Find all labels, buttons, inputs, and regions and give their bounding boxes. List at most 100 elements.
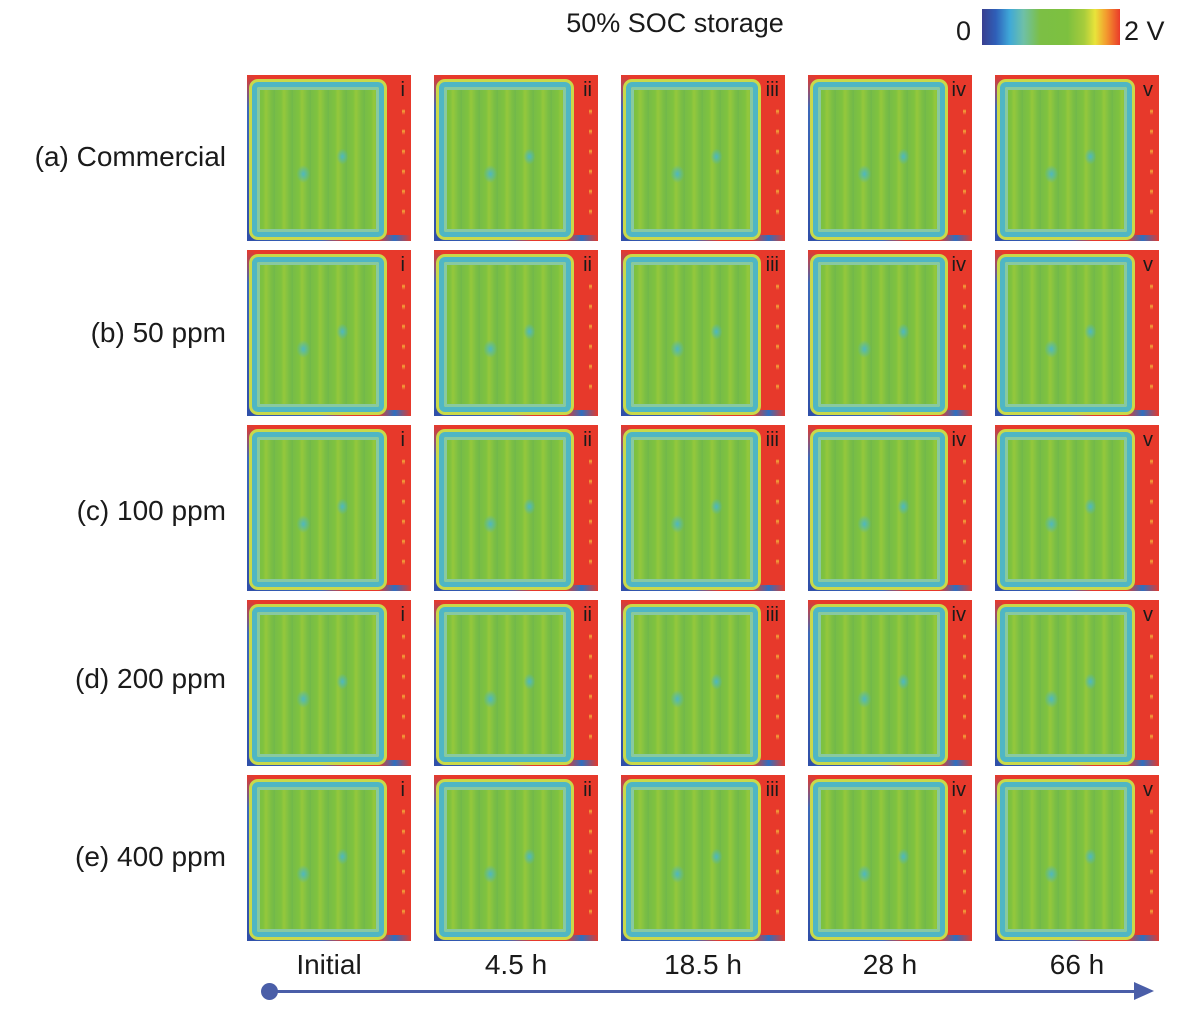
cell-voltage-map: [626, 607, 758, 762]
panel-edge: [808, 600, 815, 766]
voltage-map-panel: ii: [434, 250, 598, 416]
voltage-map-panel: v: [995, 600, 1159, 766]
panel-edge: [808, 585, 972, 591]
time-arrow-head: [1134, 982, 1154, 1000]
panel-specks: [1150, 95, 1153, 215]
voltage-map-panel: iv: [808, 775, 972, 941]
panel-specks: [963, 445, 966, 565]
colorbar-min-label: 0: [956, 16, 972, 46]
panel-edge: [808, 425, 815, 591]
panel-edge: [995, 425, 1002, 591]
panel-edge: [247, 585, 411, 591]
cell-voltage-map: [1000, 782, 1132, 937]
panel-edge: [995, 235, 1159, 241]
panel-edge: [621, 775, 628, 941]
row-label: (d) 200 ppm: [75, 663, 226, 694]
cell-voltage-map: [252, 257, 384, 412]
panel-edge: [808, 410, 972, 416]
panel-specks: [402, 445, 405, 565]
panel-edge: [808, 235, 972, 241]
panel-specks: [589, 270, 592, 390]
panel-edge: [621, 760, 785, 766]
cell-voltage-map: [1000, 432, 1132, 587]
cell-voltage-map: [439, 432, 571, 587]
panel-edge: [247, 600, 254, 766]
voltage-map-panel: v: [995, 75, 1159, 241]
voltage-map-panel: iii: [621, 75, 785, 241]
row-label: (e) 400 ppm: [75, 841, 226, 872]
voltage-map-panel: iii: [621, 775, 785, 941]
voltage-map-panel: v: [995, 250, 1159, 416]
time-arrow-line: [270, 990, 1138, 993]
panel-specks: [402, 95, 405, 215]
panel-marker: iii: [765, 79, 779, 101]
panel-marker: i: [400, 779, 405, 801]
panel-edge: [995, 410, 1159, 416]
panel-edge: [247, 410, 411, 416]
panel-marker: i: [400, 429, 405, 451]
voltage-map-panel: ii: [434, 425, 598, 591]
voltage-map-panel: i: [247, 425, 411, 591]
panel-marker: iv: [951, 429, 966, 451]
panel-marker: iii: [765, 254, 779, 276]
panel-edge: [995, 775, 1002, 941]
panel-specks: [402, 795, 405, 915]
panel-edge: [434, 600, 441, 766]
panel-edge: [621, 235, 785, 241]
panel-marker: ii: [583, 254, 592, 276]
panel-marker: ii: [583, 79, 592, 101]
cell-voltage-map: [252, 782, 384, 937]
cell-voltage-map: [813, 82, 945, 237]
panel-marker: iii: [765, 429, 779, 451]
panel-specks: [963, 270, 966, 390]
panel-edge: [995, 250, 1002, 416]
panel-specks: [776, 795, 779, 915]
cell-voltage-map: [1000, 82, 1132, 237]
panel-edge: [434, 425, 441, 591]
cell-voltage-map: [813, 782, 945, 937]
panel-marker: ii: [583, 604, 592, 626]
figure-title: 50% SOC storage: [566, 8, 784, 38]
colorbar-max-label: 2 V: [1124, 16, 1165, 46]
cell-voltage-map: [439, 82, 571, 237]
panel-specks: [589, 620, 592, 740]
panel-edge: [995, 935, 1159, 941]
time-label: 28 h: [862, 949, 918, 980]
panel-edge: [808, 760, 972, 766]
voltage-map-panel: v: [995, 775, 1159, 941]
panel-edge: [621, 410, 785, 416]
panel-marker: iii: [765, 604, 779, 626]
voltage-map-panel: iv: [808, 250, 972, 416]
panel-marker: iv: [951, 604, 966, 626]
row-label: (c) 100 ppm: [76, 495, 226, 526]
panel-specks: [589, 95, 592, 215]
panel-edge: [621, 75, 628, 241]
panel-edge: [434, 585, 598, 591]
voltage-map-panel: ii: [434, 75, 598, 241]
panel-specks: [1150, 795, 1153, 915]
panel-specks: [963, 795, 966, 915]
panel-marker: iv: [951, 254, 966, 276]
time-label: 66 h: [1049, 949, 1105, 980]
cell-voltage-map: [626, 257, 758, 412]
cell-voltage-map: [439, 257, 571, 412]
voltage-map-panel: iii: [621, 600, 785, 766]
panel-edge: [434, 775, 441, 941]
panel-edge: [247, 75, 254, 241]
panel-edge: [808, 935, 972, 941]
voltage-map-panel: i: [247, 250, 411, 416]
time-label: 4.5 h: [484, 949, 548, 980]
panel-edge: [995, 75, 1002, 241]
panel-specks: [402, 620, 405, 740]
cell-voltage-map: [813, 257, 945, 412]
panel-edge: [247, 250, 254, 416]
panel-edge: [434, 760, 598, 766]
panel-marker: i: [400, 79, 405, 101]
panel-specks: [963, 620, 966, 740]
cell-voltage-map: [813, 607, 945, 762]
panel-specks: [776, 445, 779, 565]
cell-voltage-map: [439, 607, 571, 762]
panel-edge: [621, 425, 628, 591]
panel-edge: [808, 250, 815, 416]
voltage-map-panel: iv: [808, 75, 972, 241]
